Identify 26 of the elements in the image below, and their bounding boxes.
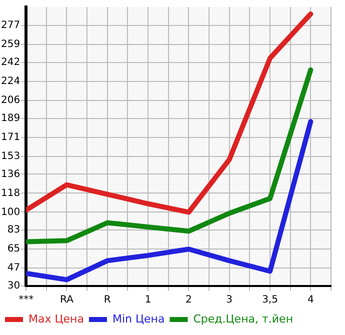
x-tick-label: 4 xyxy=(307,294,314,306)
x-tick-label: R xyxy=(104,294,111,306)
x-tick-label: *** xyxy=(18,294,34,306)
y-tick-label: 189 xyxy=(0,112,20,124)
y-tick-label: 47 xyxy=(7,262,20,274)
y-tick-label: 65 xyxy=(7,244,20,255)
y-tick-label: 277 xyxy=(0,20,20,32)
legend-label: Min Цена xyxy=(112,312,165,326)
legend-label: Max Цена xyxy=(28,312,84,326)
x-tick-label: 2 xyxy=(186,294,192,306)
y-tick-label: 171 xyxy=(0,132,20,143)
y-tick-label: 100 xyxy=(0,206,20,218)
x-tick-label: 3 xyxy=(226,294,233,306)
x-tick-label: RA xyxy=(60,294,74,306)
y-tick-label: 153 xyxy=(0,150,20,162)
y-tick-label: 206 xyxy=(0,95,20,106)
y-tick-label: 136 xyxy=(0,168,20,180)
y-tick-label: 242 xyxy=(0,57,20,68)
legend-label: Сред.Цена, т.йен xyxy=(193,312,294,326)
y-tick-label: 118 xyxy=(0,188,20,199)
y-tick-label: 224 xyxy=(0,76,20,88)
y-tick-label: 259 xyxy=(0,39,20,50)
x-tick-label: 1 xyxy=(144,294,152,306)
y-tick-label: 30 xyxy=(7,280,20,292)
x-tick-label: 3,5 xyxy=(262,294,278,306)
y-tick-label: 83 xyxy=(7,224,20,236)
